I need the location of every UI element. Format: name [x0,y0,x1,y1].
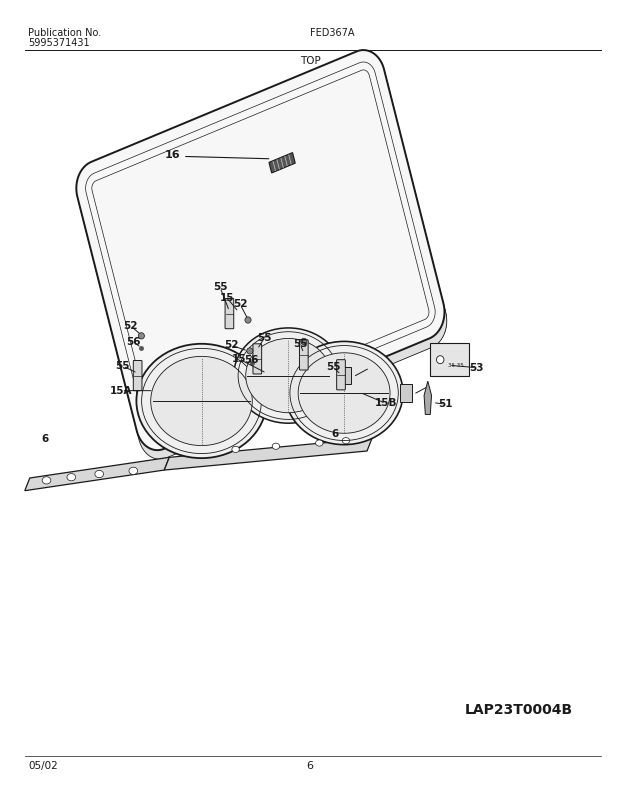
Text: eReplacementParts.com: eReplacementParts.com [229,353,391,365]
Text: 15: 15 [219,293,234,303]
Text: 52: 52 [123,321,138,330]
Polygon shape [76,50,445,450]
Ellipse shape [42,476,51,484]
Text: 53: 53 [469,363,484,372]
Text: Publication No.: Publication No. [28,28,101,38]
Ellipse shape [247,348,253,354]
Ellipse shape [301,338,307,345]
FancyBboxPatch shape [401,384,412,402]
Ellipse shape [342,437,350,444]
Polygon shape [424,381,432,414]
Ellipse shape [129,467,138,475]
Polygon shape [25,457,169,491]
Text: 52: 52 [224,341,239,350]
Text: 56: 56 [244,355,259,364]
Polygon shape [269,152,295,173]
Ellipse shape [136,344,267,458]
Text: 55: 55 [293,339,308,349]
Polygon shape [79,59,447,459]
FancyBboxPatch shape [337,360,345,390]
Text: 55: 55 [257,333,272,343]
Ellipse shape [95,470,104,478]
Ellipse shape [232,446,239,453]
Text: FED367A: FED367A [310,28,355,38]
Text: TOP: TOP [299,56,321,66]
Ellipse shape [298,353,390,434]
Text: 5995371431: 5995371431 [28,38,89,48]
Text: 6: 6 [331,430,339,439]
Text: 55: 55 [326,362,340,372]
FancyBboxPatch shape [430,343,469,376]
Text: 35 35: 35 35 [448,363,463,368]
Ellipse shape [67,473,76,481]
Text: 55: 55 [213,283,228,292]
Text: 51: 51 [438,399,453,409]
Text: 15: 15 [231,354,246,364]
FancyBboxPatch shape [253,344,262,374]
Text: 55: 55 [115,361,130,371]
Text: LAP23T0004B: LAP23T0004B [465,703,573,717]
FancyBboxPatch shape [225,299,234,329]
Text: 56: 56 [126,337,141,347]
Text: 16: 16 [164,150,180,160]
Ellipse shape [246,338,331,413]
Text: 15B: 15B [374,399,397,408]
Text: 05/02: 05/02 [28,761,58,771]
Ellipse shape [285,341,403,445]
FancyBboxPatch shape [133,360,142,391]
Ellipse shape [316,440,323,446]
Text: 6: 6 [41,434,48,444]
Text: 6: 6 [306,761,314,771]
Ellipse shape [245,317,251,323]
Text: 15A: 15A [110,386,133,395]
Ellipse shape [151,357,252,445]
Text: 52: 52 [232,299,247,309]
FancyBboxPatch shape [299,340,308,370]
FancyBboxPatch shape [340,367,351,384]
Polygon shape [164,438,372,470]
Ellipse shape [138,333,144,339]
Ellipse shape [272,443,280,449]
Ellipse shape [234,328,343,423]
Ellipse shape [436,356,444,364]
